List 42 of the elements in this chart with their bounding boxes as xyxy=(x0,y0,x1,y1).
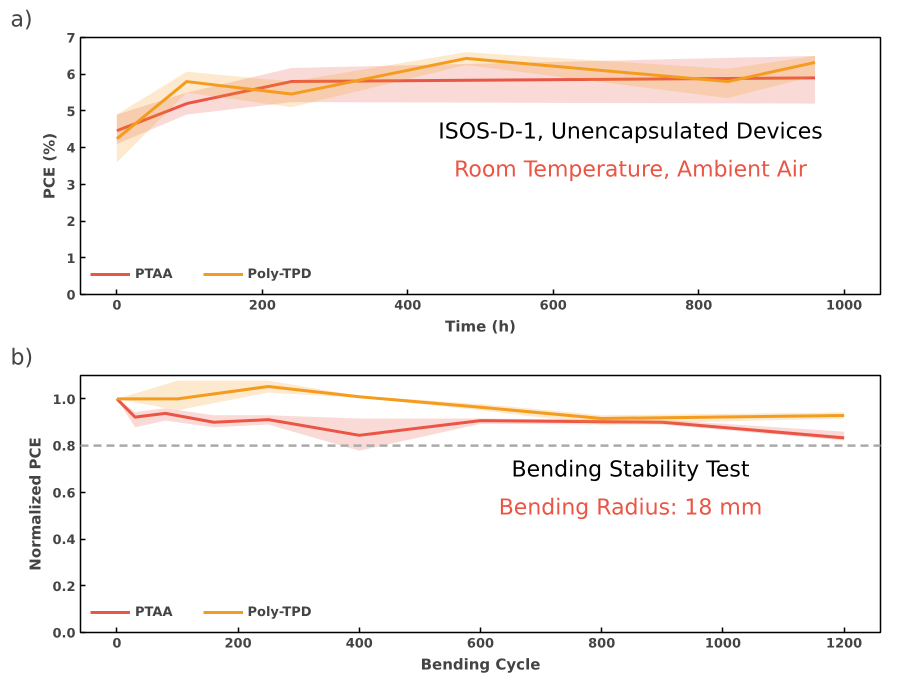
line-series xyxy=(115,397,846,440)
y-tick-label: 3 xyxy=(66,178,76,194)
y-tick-label: 1 xyxy=(66,252,76,267)
x-axis-title: Time (h) xyxy=(445,318,516,336)
chart-title: a) xyxy=(10,8,33,32)
y-axis-title: PCE (%) xyxy=(40,132,58,200)
y-tick-label: 1.0 xyxy=(52,392,76,408)
legend-label: Poly-TPD xyxy=(248,604,312,620)
y-tick-label: 0 xyxy=(66,288,76,304)
x-tick-label: 1000 xyxy=(704,636,742,652)
x-tick-label: 800 xyxy=(685,298,712,314)
annotation: Room Temperature, Ambient Air xyxy=(454,158,808,182)
x-tick-label: 600 xyxy=(466,636,494,652)
y-tick-label: 0.6 xyxy=(52,486,76,502)
x-tick-label: 0 xyxy=(112,636,122,652)
x-tick-label: 600 xyxy=(540,298,567,314)
y-tick-label: 7 xyxy=(66,32,76,46)
x-tick-label: 400 xyxy=(394,298,422,314)
chart-title: b) xyxy=(10,346,34,370)
x-tick-label: 0 xyxy=(112,298,122,314)
y-tick-label: 5 xyxy=(66,104,76,120)
y-tick-label: 0.4 xyxy=(52,533,76,548)
x-tick-label: 200 xyxy=(248,298,276,314)
legend-label: PTAA xyxy=(135,604,173,620)
annotation: Bending Radius: 18 mm xyxy=(498,496,762,520)
y-tick-label: 0.2 xyxy=(52,580,76,595)
annotation: Bending Stability Test xyxy=(512,458,750,482)
x-axis-title: Bending Cycle xyxy=(420,656,540,674)
legend-label: PTAA xyxy=(135,266,173,282)
x-tick-label: 1200 xyxy=(826,636,862,652)
y-tick-label: 0.0 xyxy=(52,626,76,642)
legend-label: Poly-TPD xyxy=(248,266,312,282)
y-tick-label: 4 xyxy=(66,142,76,157)
x-tick-label: 800 xyxy=(588,636,616,652)
x-tick-label: 200 xyxy=(224,636,252,652)
x-tick-label: 400 xyxy=(346,636,373,652)
y-tick-label: 6 xyxy=(66,68,76,84)
y-tick-label: 0.8 xyxy=(52,440,76,455)
y-axis-title: Normalized PCE xyxy=(26,437,44,571)
annotation: ISOS-D-1, Unencapsulated Devices xyxy=(438,120,823,144)
y-tick-label: 2 xyxy=(66,215,76,230)
x-tick-label: 1000 xyxy=(826,298,862,314)
